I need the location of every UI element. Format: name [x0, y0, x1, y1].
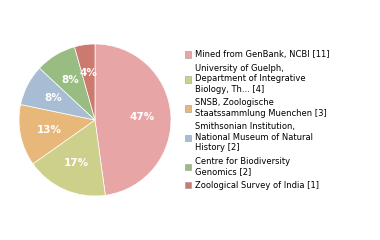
- Wedge shape: [40, 47, 95, 120]
- Text: 13%: 13%: [36, 125, 61, 135]
- Legend: Mined from GenBank, NCBI [11], University of Guelph,
Department of Integrative
B: Mined from GenBank, NCBI [11], Universit…: [185, 50, 329, 190]
- Wedge shape: [95, 44, 171, 195]
- Text: 47%: 47%: [129, 112, 155, 122]
- Wedge shape: [33, 120, 105, 196]
- Text: 4%: 4%: [80, 68, 98, 78]
- Wedge shape: [19, 105, 95, 164]
- Wedge shape: [21, 68, 95, 120]
- Wedge shape: [74, 44, 95, 120]
- Text: 8%: 8%: [44, 93, 62, 103]
- Text: 8%: 8%: [62, 75, 79, 85]
- Text: 17%: 17%: [64, 158, 89, 168]
